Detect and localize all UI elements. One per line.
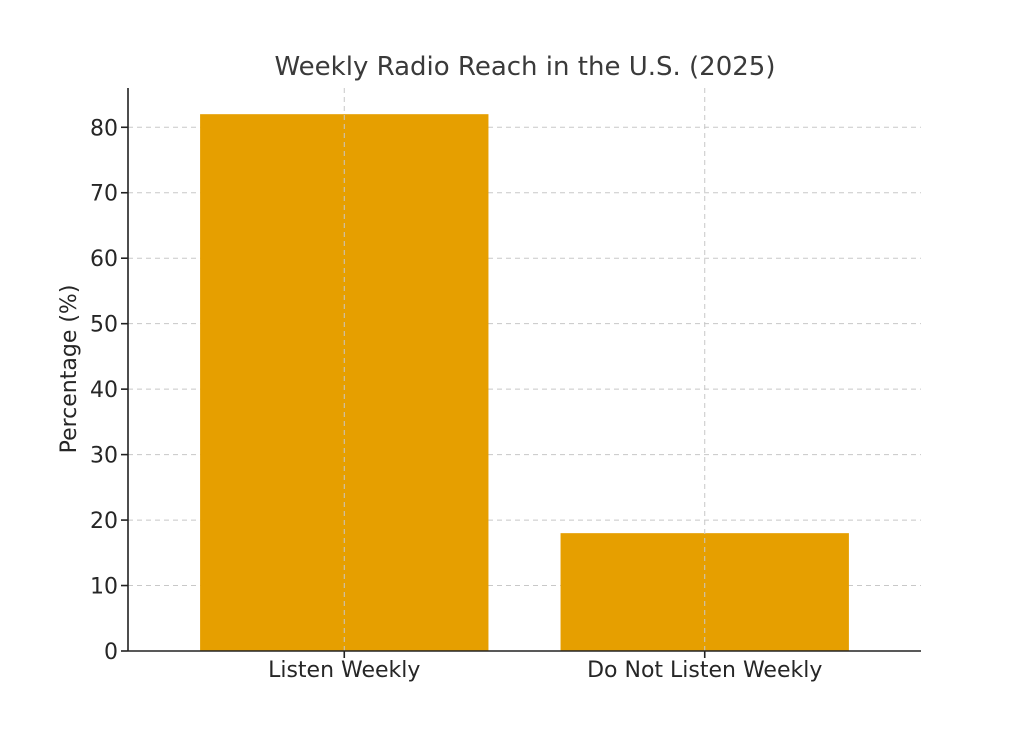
y-tick-label: 80 [90,116,118,141]
x-tick-label: Listen Weekly [268,658,420,683]
y-tick-label: 10 [90,575,118,600]
bar-layer [200,114,849,652]
y-tick-label: 30 [90,444,118,469]
grid-layer [128,126,921,587]
y-tick-label: 0 [104,640,118,665]
y-tick-label: 60 [90,247,118,272]
y-tick-label: 50 [90,313,118,338]
y-tick-label: 20 [90,509,118,534]
chart-title: Weekly Radio Reach in the U.S. (2025) [275,52,776,82]
tick-label-layer: 0 10 20 30 40 50 60 70 80 Listen Weekly Do Not Lis… [90,116,822,683]
y-tick-label: 70 [90,182,118,207]
y-axis-label: Percentage (%) [57,285,82,454]
axis-layer [121,88,921,658]
x-tick-label: Do Not Listen Weekly [587,658,822,683]
y-tick-label: 40 [90,378,118,403]
bar-listen-weekly [200,114,489,652]
